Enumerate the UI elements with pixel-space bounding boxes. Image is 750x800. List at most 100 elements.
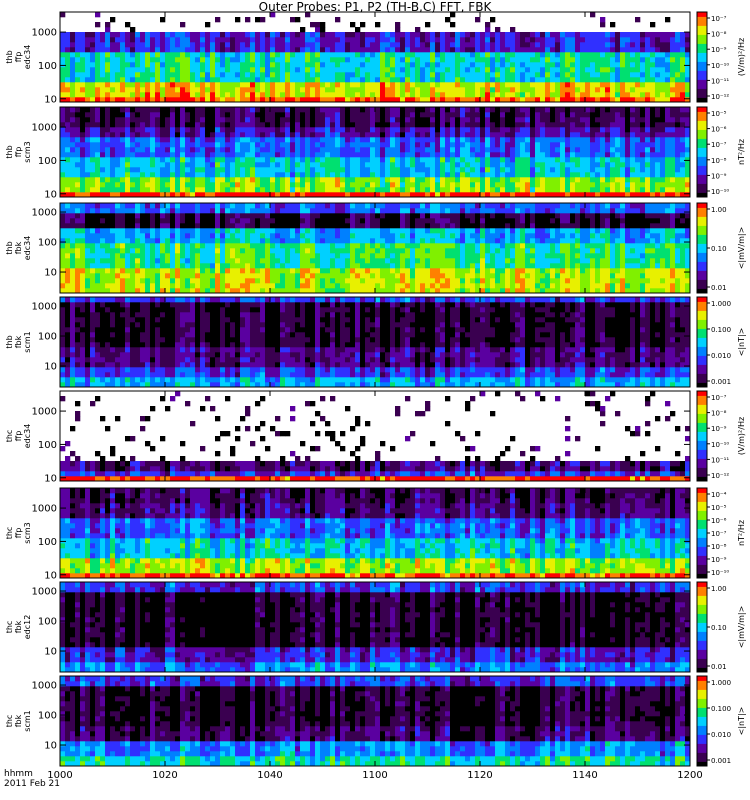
y-tick-label: 10 bbox=[44, 268, 57, 279]
y-tick-label: 1000 bbox=[32, 28, 57, 39]
panel-ylabel: thc bbox=[5, 715, 14, 728]
panel-ylabel: edc34 bbox=[23, 45, 32, 70]
heatmap-cells bbox=[60, 297, 691, 388]
colorbar: 1.00 0.10 0.01 <|mV/m|> bbox=[696, 202, 746, 294]
panel-7: 10 100 1000 thc fbk edc12 1.00 0.10 0.01 <|mV/m|> bbox=[5, 581, 746, 673]
panel-ylabel: ffp bbox=[14, 431, 23, 442]
x-tick-label: 1000 bbox=[47, 770, 72, 781]
panel-ylabel: edc34 bbox=[23, 236, 32, 261]
colorbar-tick-label: 10⁻¹² bbox=[711, 472, 729, 480]
colorbar: 10⁻⁵ 10⁻⁶ 10⁻⁷ 10⁻⁸ 10⁻⁹ 10⁻¹⁰ nT²/Hz bbox=[696, 106, 746, 198]
y-tick-label: 1000 bbox=[32, 504, 57, 515]
panel-ylabel: thc bbox=[5, 621, 14, 634]
colorbar-tick-label: 1.000 bbox=[711, 300, 731, 308]
y-tick-label: 100 bbox=[38, 537, 57, 548]
y-tick-label: 10 bbox=[44, 741, 57, 752]
heatmap-cells bbox=[60, 203, 691, 294]
panel-ylabel: scm1 bbox=[23, 710, 32, 731]
colorbar-unit-label: (V/m)²/Hz bbox=[737, 38, 746, 76]
panel-ylabel: ffp bbox=[14, 147, 23, 158]
heatmap-cells bbox=[60, 582, 691, 673]
colorbar: 10⁻⁷ 10⁻⁸ 10⁻⁹ 10⁻¹⁰ 10⁻¹¹ 10⁻¹² (V/m)²/Hz bbox=[696, 11, 746, 103]
colorbar-tick-label: 0.001 bbox=[711, 378, 731, 386]
y-tick-label: 10 bbox=[44, 189, 57, 200]
heatmap-cells bbox=[60, 676, 691, 767]
colorbar-tick-label: 0.010 bbox=[711, 731, 731, 739]
colorbar-tick-label: 10⁻⁹ bbox=[711, 46, 727, 54]
panel-ylabel: scm3 bbox=[23, 522, 32, 543]
x-tick-label: 1140 bbox=[572, 770, 597, 781]
panel-ylabel: ffp bbox=[14, 528, 23, 539]
panel-4: 10 100 1000 thb fbk scm1 1.000 0.100 0.010 0.001 <… bbox=[5, 296, 746, 388]
panel-ylabel: thb bbox=[5, 145, 14, 158]
y-tick-label: 1000 bbox=[32, 407, 57, 418]
y-tick-label: 10 bbox=[44, 362, 57, 373]
panel-ylabel: thb bbox=[5, 335, 14, 348]
y-tick-label: 100 bbox=[38, 61, 57, 72]
x-tick-label: 1100 bbox=[362, 770, 387, 781]
y-tick-label: 1000 bbox=[32, 302, 57, 313]
colorbar-tick-label: 10⁻¹⁰ bbox=[711, 188, 729, 196]
colorbar-tick-label: 10⁻¹⁰ bbox=[711, 62, 729, 70]
colorbar-tick-label: 0.01 bbox=[711, 284, 727, 292]
colorbar: 1.000 0.100 0.010 0.001 <|nT|> bbox=[696, 296, 746, 388]
y-tick-label: 100 bbox=[38, 332, 57, 343]
y-tick-label: 10 bbox=[44, 94, 57, 105]
y-tick-label: 1000 bbox=[32, 123, 57, 134]
colorbar-tick-label: 0.001 bbox=[711, 757, 731, 765]
y-tick-label: 100 bbox=[38, 238, 57, 249]
colorbar-unit-label: <|mV/m|> bbox=[737, 606, 746, 649]
panel-ylabel: scm3 bbox=[23, 141, 32, 162]
panel-3: 10 100 1000 thb fbk edc34 1.00 0.10 0.01 <|mV/m|> bbox=[5, 202, 746, 294]
colorbar-tick-label: 0.100 bbox=[711, 326, 731, 334]
colorbar-tick-label: 1.000 bbox=[711, 679, 731, 687]
colorbar-unit-label: <|nT|> bbox=[737, 328, 746, 357]
colorbar-tick-label: 10⁻⁷ bbox=[711, 141, 727, 149]
colorbar-tick-label: 1.00 bbox=[711, 206, 727, 214]
heatmap-cells bbox=[60, 391, 691, 482]
y-tick-label: 10 bbox=[44, 570, 57, 581]
panel-ylabel: thc bbox=[5, 430, 14, 443]
colorbar-tick-label: 10⁻⁴ bbox=[711, 491, 727, 499]
y-tick-label: 10 bbox=[44, 473, 57, 484]
colorbar-unit-label: nT²/Hz bbox=[737, 520, 746, 546]
panel-ylabel: edc12 bbox=[23, 615, 32, 640]
y-tick-label: 100 bbox=[38, 617, 57, 628]
colorbar-tick-label: 10⁻⁷ bbox=[711, 394, 727, 402]
panel-ylabel: scm1 bbox=[23, 331, 32, 352]
panel-ylabel: fbk bbox=[14, 241, 23, 254]
x-tick-label: 1040 bbox=[257, 770, 282, 781]
colorbar-tick-label: 1.00 bbox=[711, 585, 727, 593]
colorbar: 10⁻⁴ 10⁻⁵ 10⁻⁶ 10⁻⁷ 10⁻⁸ 10⁻⁹ 10⁻¹⁰ nT²/Hz bbox=[696, 487, 746, 579]
colorbar-tick-label: 10⁻⁸ bbox=[711, 410, 727, 418]
colorbar-tick-label: 0.10 bbox=[711, 245, 727, 253]
colorbar-tick-label: 10⁻⁶ bbox=[711, 517, 727, 525]
x-tick-label: 1020 bbox=[152, 770, 177, 781]
colorbar-tick-label: 10⁻⁶ bbox=[711, 126, 727, 134]
colorbar-tick-label: 10⁻¹⁰ bbox=[711, 441, 729, 449]
panel-ylabel: thb bbox=[5, 50, 14, 63]
panel-ylabel: edc34 bbox=[23, 424, 32, 449]
x-tick-label: 1200 bbox=[677, 770, 702, 781]
panel-ylabel: thc bbox=[5, 527, 14, 540]
colorbar-tick-label: 0.10 bbox=[711, 624, 727, 632]
time-label: hhmm bbox=[4, 769, 33, 779]
page-title: Outer Probes: P1, P2 (TH-B,C) FFT, FBK bbox=[258, 0, 492, 14]
panel-ylabel: fbk bbox=[14, 620, 23, 633]
date-label: 2011 Feb 21 bbox=[4, 779, 60, 789]
colorbar-tick-label: 10⁻¹¹ bbox=[711, 77, 729, 85]
colorbar-tick-label: 10⁻¹² bbox=[711, 93, 729, 101]
y-tick-label: 10 bbox=[44, 647, 57, 658]
colorbar-tick-label: 10⁻⁷ bbox=[711, 530, 727, 538]
colorbar-tick-label: 10⁻⁹ bbox=[711, 425, 727, 433]
colorbar-tick-label: 10⁻⁵ bbox=[711, 110, 727, 118]
colorbar-tick-label: 10⁻⁹ bbox=[711, 556, 727, 564]
colorbar-tick-label: 10⁻¹¹ bbox=[711, 456, 729, 464]
heatmap-cells bbox=[60, 12, 691, 103]
colorbar-tick-label: 10⁻⁸ bbox=[711, 157, 727, 165]
colorbar: 1.000 0.100 0.010 0.001 <|nT|> bbox=[696, 675, 746, 767]
colorbar-tick-label: 10⁻¹⁰ bbox=[711, 569, 729, 577]
